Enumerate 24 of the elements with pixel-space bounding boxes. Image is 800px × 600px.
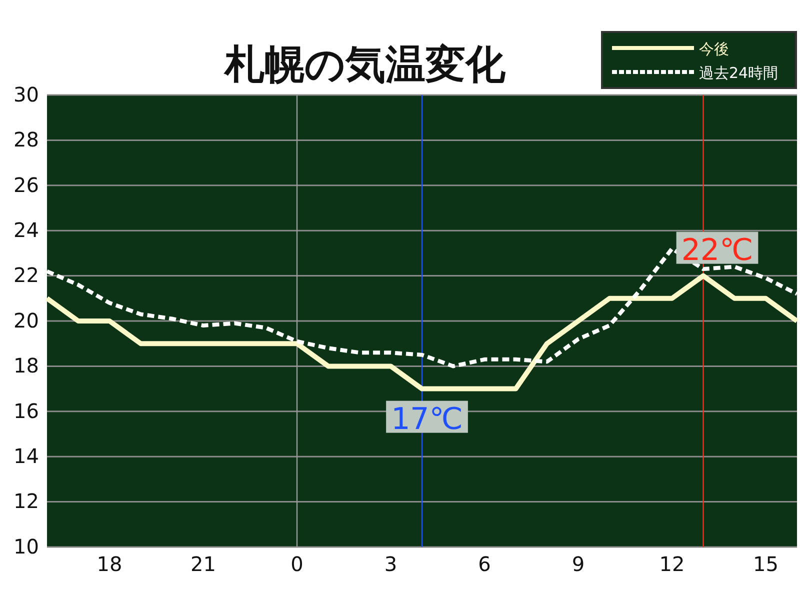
y-tick-label: 22 <box>14 263 39 288</box>
annotation: 22℃ <box>681 232 754 268</box>
y-tick-label: 12 <box>14 489 39 514</box>
y-tick-label: 28 <box>14 128 39 152</box>
text: 過去24時間 <box>699 64 778 82</box>
chart-title: 札幌の気温変化 <box>224 42 506 88</box>
y-tick-label: 26 <box>14 172 39 197</box>
y-tick-label: 24 <box>14 218 39 242</box>
x-tick-label: 18 <box>96 552 122 576</box>
y-tick-label: 18 <box>14 354 39 378</box>
x-tick-label: 9 <box>572 552 585 576</box>
x-tick-label: 21 <box>190 552 216 576</box>
y-tick-label: 16 <box>14 398 39 423</box>
x-tick-label: 12 <box>659 552 685 576</box>
y-tick-label: 30 <box>14 82 39 106</box>
x-tick-label: 6 <box>478 552 491 576</box>
x-tick-label: 15 <box>753 552 778 576</box>
x-tick-label: 0 <box>290 552 304 576</box>
y-tick-label: 10 <box>14 534 39 558</box>
annotation: 17℃ <box>391 402 463 437</box>
y-tick-label: 20 <box>14 308 39 332</box>
y-tick-label: 14 <box>14 444 39 468</box>
x-tick-label: 3 <box>384 552 398 576</box>
text: 今後 <box>699 40 729 58</box>
